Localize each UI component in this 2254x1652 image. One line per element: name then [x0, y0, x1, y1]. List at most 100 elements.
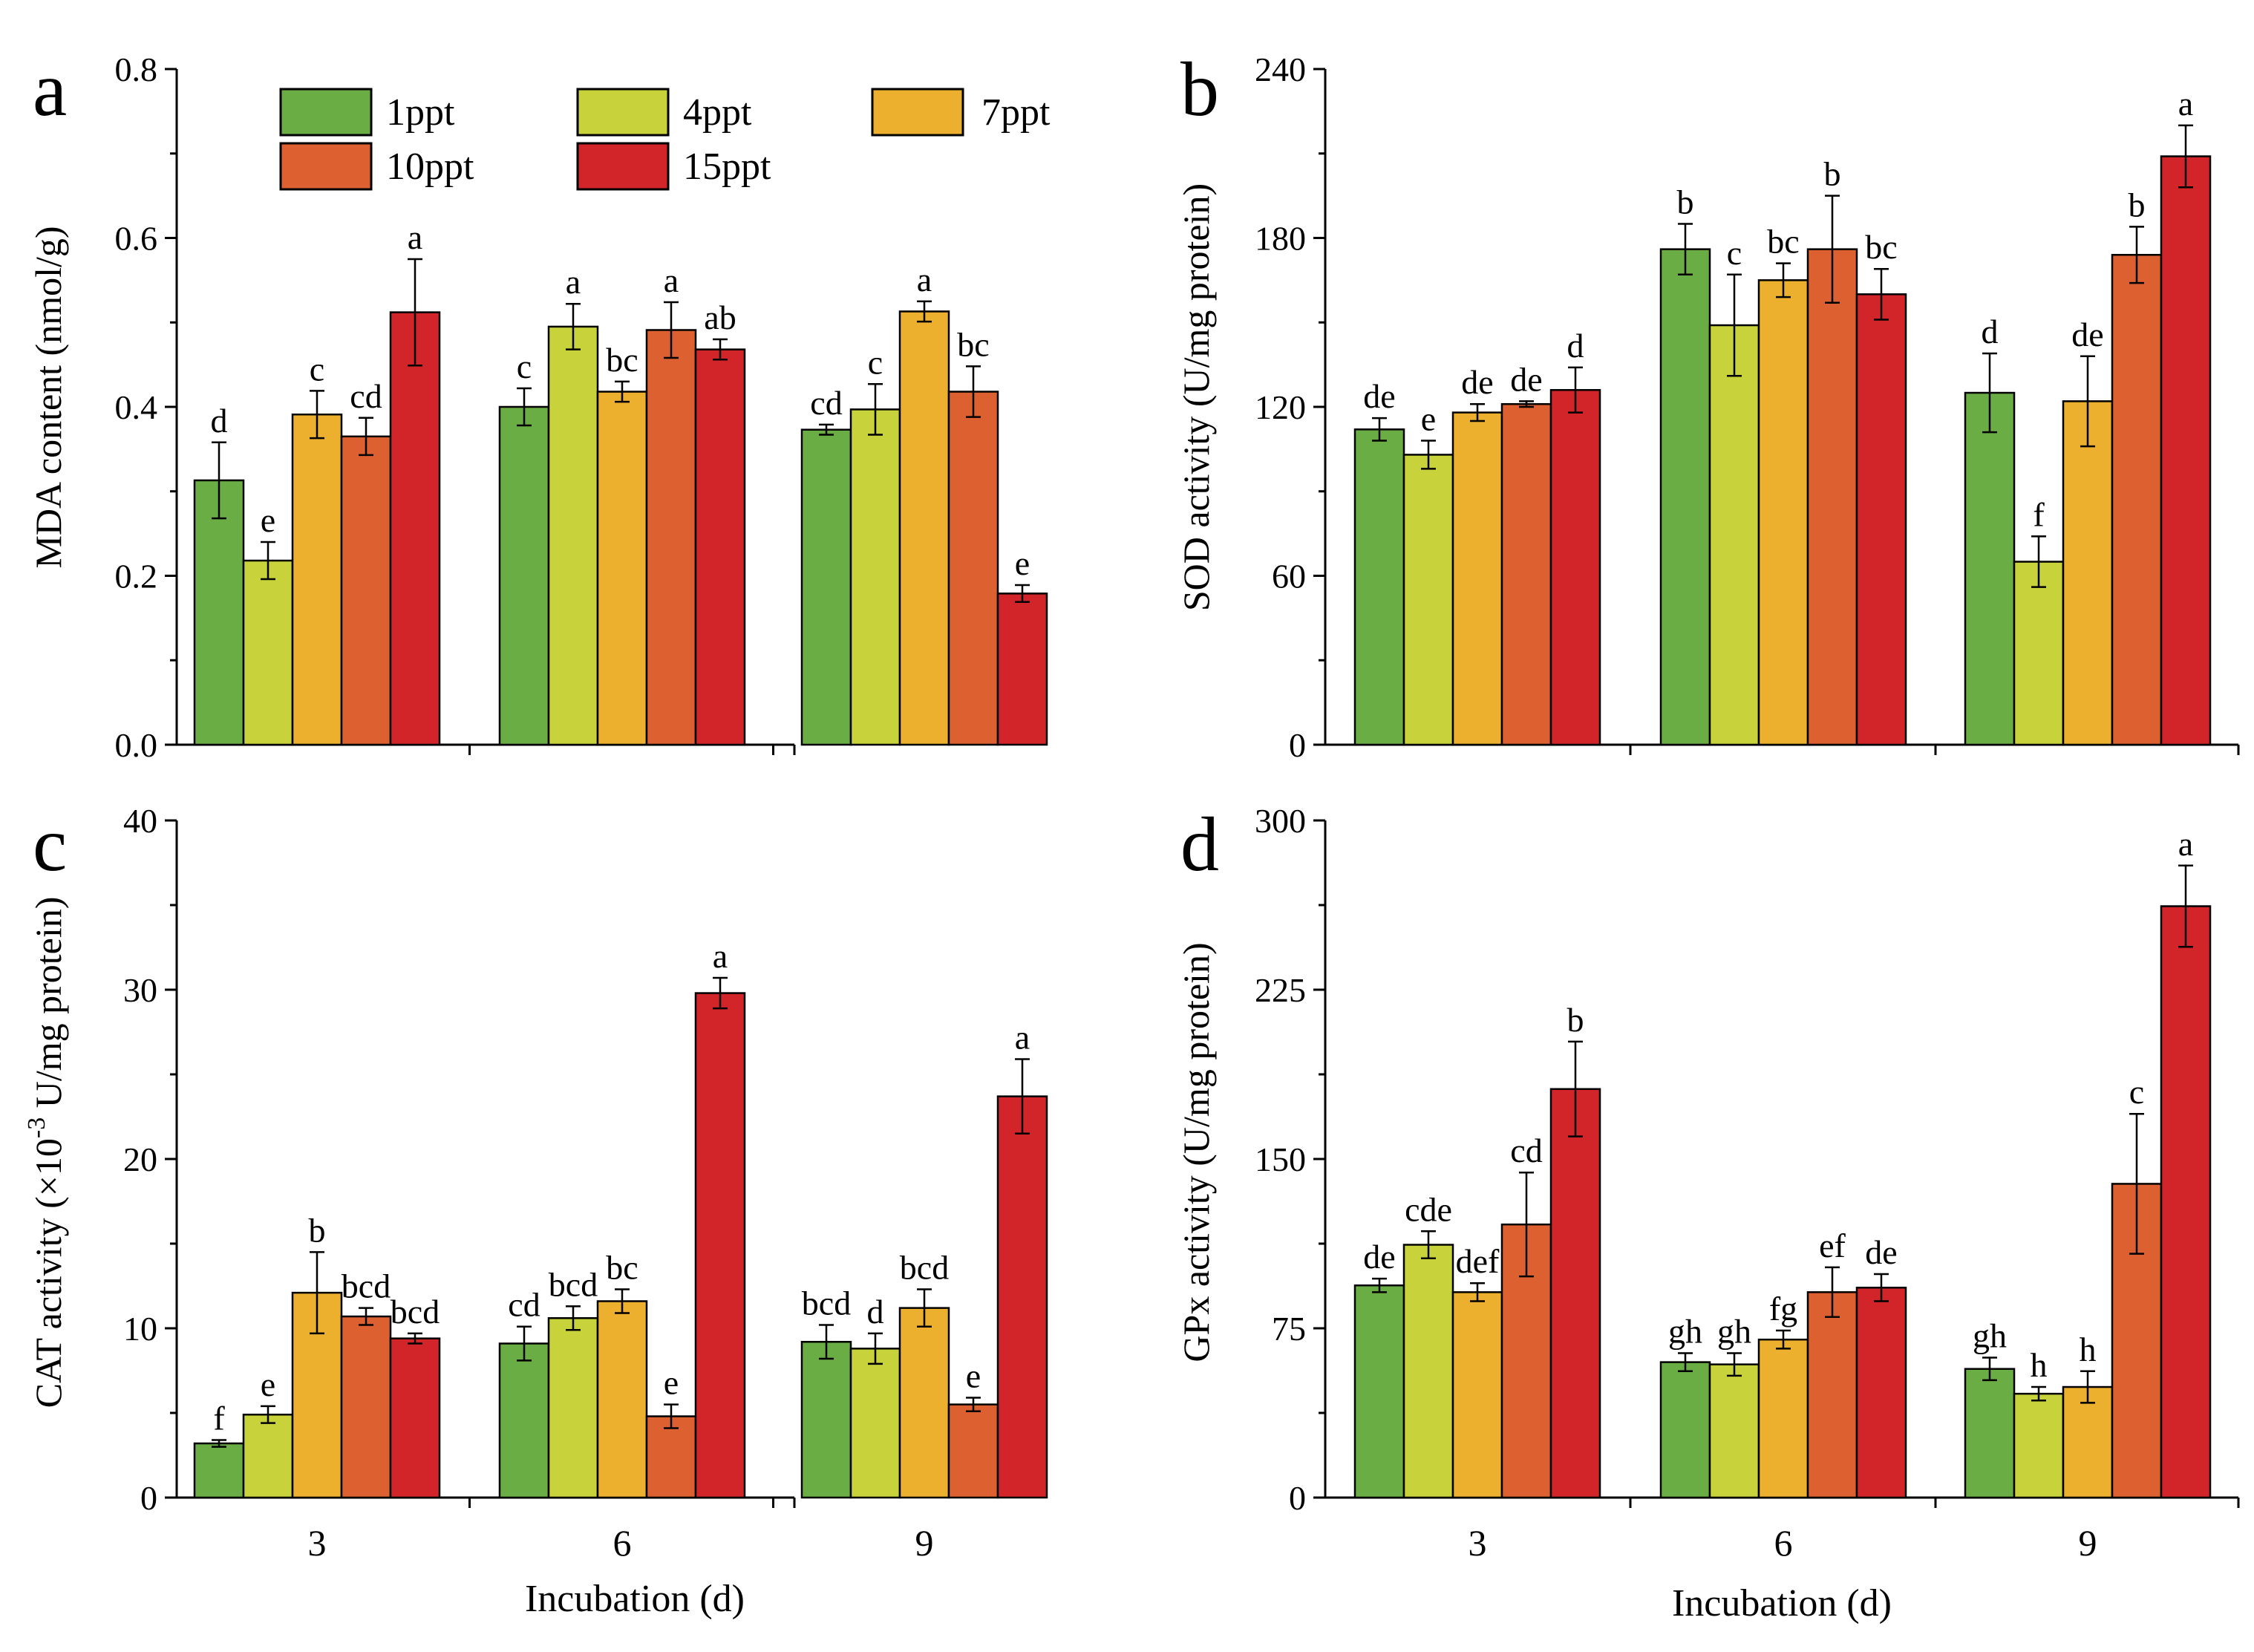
y-tick-label: 30	[123, 971, 157, 1009]
y-tick-label: 300	[1255, 802, 1306, 840]
significance-letter: b	[2129, 186, 2146, 223]
significance-letter: bcd	[900, 1249, 949, 1287]
bar-7ppt-day9	[898, 310, 950, 746]
bar-4ppt-day6	[1708, 324, 1760, 746]
significance-letter: bc	[1767, 223, 1799, 261]
ylabel-d: GPx activity (U/mg protein)	[1175, 942, 1217, 1362]
ylabel-c: CAT activity (×10-3 U/mg protein)	[23, 897, 69, 1408]
significance-letter: a	[408, 218, 422, 256]
bar-1ppt-day9	[800, 428, 852, 746]
significance-letter: de	[2071, 316, 2103, 353]
bar-10ppt-day6	[1806, 248, 1858, 746]
bar-15ppt-day3	[389, 1337, 441, 1499]
significance-letter: b	[1677, 183, 1694, 221]
bar-15ppt-day6	[1855, 1287, 1907, 1499]
bar-7ppt-day3	[1451, 1291, 1503, 1499]
bar-1ppt-day9	[800, 1340, 852, 1499]
significance-letter: de	[1865, 1233, 1897, 1271]
y-tick-label: 0.0	[115, 726, 158, 764]
bar-1ppt-day3	[193, 479, 245, 746]
significance-letter: e	[1015, 544, 1030, 582]
significance-letter: a	[566, 263, 581, 301]
y-tick-label: 150	[1255, 1140, 1306, 1178]
significance-letter: a	[2178, 825, 2193, 863]
bar-15ppt-day9	[996, 592, 1048, 746]
x-tick-label: 6	[613, 1522, 632, 1564]
significance-letter: a	[917, 261, 932, 298]
significance-letter: bcd	[391, 1293, 440, 1331]
significance-letter: bcd	[342, 1267, 391, 1305]
y-tick-label: 0.4	[115, 388, 158, 426]
x-tick-label: 9	[915, 1522, 934, 1564]
significance-letter: f	[2033, 495, 2045, 533]
significance-letter: c	[310, 350, 324, 388]
xlabel-c: Incubation (d)	[525, 1578, 745, 1620]
bar-15ppt-day6	[694, 348, 746, 746]
significance-letter: e	[1421, 400, 1436, 438]
legend-swatch-4ppt	[576, 88, 670, 137]
bar-7ppt-day9	[2062, 1385, 2114, 1499]
y-tick-label: 0	[1289, 726, 1306, 764]
bar-10ppt-day6	[645, 329, 697, 746]
significance-letter: bc	[606, 1249, 638, 1287]
significance-letter: a	[664, 261, 679, 299]
y-tick-label: 225	[1255, 971, 1306, 1009]
y-tick-label: 0	[140, 1479, 157, 1517]
panel-letter-d: d	[1180, 802, 1219, 887]
panel-letter-a: a	[33, 47, 67, 132]
bar-15ppt-day9	[2160, 155, 2212, 746]
bar-15ppt-day6	[1855, 293, 1907, 746]
y-tick-label: 0	[1289, 1479, 1306, 1517]
bar-1ppt-day9	[1964, 1368, 2016, 1499]
ylabel-c-part1: CAT activity (×10	[27, 1138, 69, 1408]
significance-letter: cd	[350, 377, 382, 415]
bar-4ppt-day3	[242, 1414, 294, 1499]
bar-1ppt-day3	[193, 1442, 245, 1499]
significance-letter: h	[2031, 1346, 2048, 1384]
ylabel-c-part2: U/mg protein)	[27, 897, 69, 1117]
y-tick-label: 240	[1255, 50, 1306, 88]
x-tick-label: 9	[2079, 1522, 2097, 1564]
ylabel-a: MDA content (nmol/g)	[27, 226, 69, 568]
ylabel-b: SOD activity (U/mg protein)	[1175, 183, 1217, 611]
bar-4ppt-day9	[849, 1348, 901, 1499]
bar-7ppt-day3	[291, 413, 343, 746]
significance-letter: bcd	[802, 1284, 851, 1322]
x-tick-label: 3	[308, 1522, 327, 1564]
significance-letter: gh	[1668, 1312, 1702, 1350]
bar-7ppt-day6	[1757, 279, 1809, 746]
bar-10ppt-day6	[1806, 1291, 1858, 1499]
legend-label-7ppt: 7ppt	[981, 91, 1051, 134]
significance-letter: e	[966, 1356, 981, 1394]
significance-letter: de	[1510, 360, 1542, 398]
significance-letter: c	[517, 347, 532, 385]
significance-letter: a	[713, 937, 728, 975]
bar-4ppt-day6	[547, 325, 599, 746]
significance-letter: bc	[606, 341, 638, 379]
significance-letter: h	[2080, 1331, 2097, 1368]
y-tick-label: 120	[1255, 388, 1306, 426]
legend-swatch-7ppt	[871, 88, 964, 137]
y-tick-label: 75	[1272, 1310, 1306, 1348]
significance-letter: gh	[1973, 1317, 2007, 1355]
significance-letter: de	[1461, 363, 1493, 401]
significance-letter: de	[1363, 1238, 1395, 1276]
significance-letter: cde	[1405, 1190, 1452, 1228]
significance-letter: d	[867, 1293, 884, 1331]
bar-10ppt-day3	[340, 435, 392, 746]
ylabel-c-superscript: -3	[23, 1117, 50, 1138]
y-tick-label: 0.2	[115, 558, 158, 595]
significance-letter: def	[1456, 1242, 1500, 1280]
bar-15ppt-day3	[1549, 1088, 1601, 1499]
bar-7ppt-day9	[898, 1307, 950, 1499]
bar-10ppt-day9	[947, 391, 999, 746]
legend-label-15ppt: 15ppt	[683, 146, 771, 188]
y-tick-label: 60	[1272, 558, 1306, 595]
significance-letter: d	[1982, 313, 1999, 350]
bar-4ppt-day3	[1402, 1244, 1454, 1499]
bar-1ppt-day6	[1659, 1361, 1711, 1499]
bar-4ppt-day6	[1708, 1363, 1760, 1499]
